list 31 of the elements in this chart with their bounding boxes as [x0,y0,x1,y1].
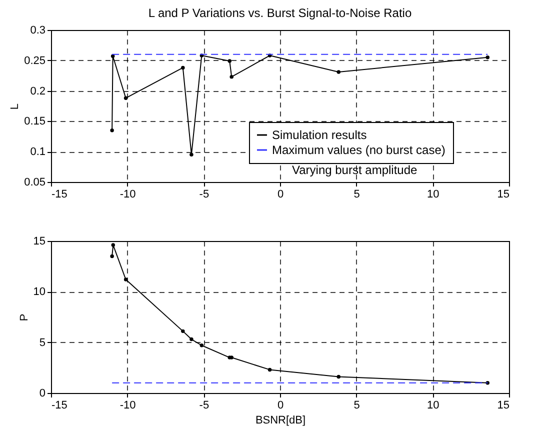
x-tick-label: 10 [427,188,440,200]
x-tick-label: -10 [120,188,136,200]
y-tick-label: 15 [33,236,46,248]
x-tick-label: -10 [120,400,136,412]
legend-label: Maximum values (no burst case) [272,143,446,157]
x-tick-label: 15 [497,188,510,200]
x-tick-label: -5 [199,400,210,412]
x-tick-label: -5 [199,188,210,200]
y-axis-title: P [18,314,30,322]
y-tick-label: 5 [39,336,46,349]
x-tick-label: -15 [52,400,68,412]
chart-title: L and P Variations vs. Burst Signal-to-Noise Ratio [148,6,412,20]
x-tick-label: 10 [427,400,440,412]
y-tick-label: 0.05 [24,176,46,188]
x-tick-label: 0 [277,188,284,200]
y-tick-label: 0.15 [24,116,46,128]
legend-label: Simulation results [272,128,367,142]
x-tick-label: 5 [354,400,360,412]
y-axis-title: L [9,103,22,110]
x-tick-label: 0 [277,400,284,412]
y-tick-label: 0.2 [30,85,46,98]
x-tick-label: -15 [52,188,68,200]
y-tick-label: 0.1 [30,146,46,158]
annotation: Varying burst amplitude [292,163,418,177]
y-tick-label: 0.25 [24,54,46,67]
x-tick-label: 15 [497,400,510,412]
y-tick-label: 0 [39,388,46,400]
y-tick-label: 10 [33,286,46,298]
y-tick-label: 0.3 [30,24,46,36]
x-axis-title: BSNR[dB] [255,414,306,426]
x-tick-label: 5 [354,188,360,200]
